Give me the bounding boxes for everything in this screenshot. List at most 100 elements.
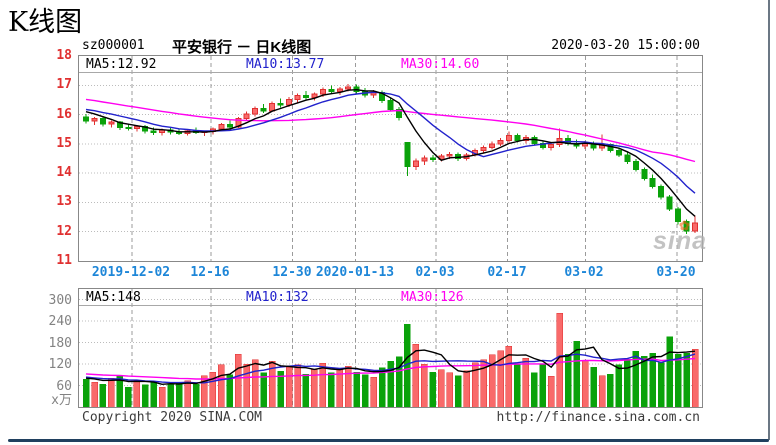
volume-ma30-label: MA30:126: [401, 290, 464, 305]
volume-bar: [590, 366, 597, 407]
volume-bar: [108, 378, 115, 407]
volume-bar: [344, 365, 352, 407]
candle-down: [260, 108, 267, 112]
price-tick-label: 15: [56, 135, 72, 151]
volume-bar: [387, 360, 394, 407]
volume-bar: [683, 353, 690, 407]
volume-bar: [378, 367, 386, 407]
main-ma10-label: MA10:13.77: [246, 57, 325, 72]
volume-bar: [192, 383, 200, 407]
volume-bar: [294, 364, 301, 407]
volume-bar: [184, 380, 191, 407]
candle-down: [429, 157, 436, 161]
volume-bar: [607, 373, 614, 407]
volume-bar: [564, 353, 572, 407]
date-tick-label: 2020-01-13: [315, 265, 395, 280]
candle-up: [243, 113, 250, 120]
volume-tick-label: 180: [48, 335, 72, 351]
page-title: K线图: [8, 7, 83, 38]
volume-bar: [497, 350, 504, 407]
date-tick-label: 02-03: [415, 265, 455, 280]
date-axis: 2019-12-02 12-16 12-30 2020-01-13 02-03 02-17…: [78, 265, 703, 283]
candle-up: [480, 146, 487, 151]
volume-bar: [505, 345, 513, 407]
date-tick-label: 2019-12-02: [91, 265, 171, 280]
volume-tick-label: 60: [56, 378, 72, 394]
stock-name-and-chart-type: 平安银行 － 日K线图: [172, 36, 311, 57]
volume-bar: [573, 340, 580, 407]
volume-bar: [302, 373, 310, 407]
price-axis: 18 17 16 15 14 13 12 11: [0, 48, 74, 268]
volume-bar: [353, 371, 360, 407]
volume-bar: [480, 359, 487, 407]
candle-down: [125, 127, 132, 130]
sina-flower-icon: ✿: [679, 218, 691, 233]
price-tick-label: 18: [56, 48, 72, 63]
site-url-text: http://finance.sina.com.cn: [496, 410, 701, 425]
volume-bar: [319, 363, 327, 407]
volume-tick-label: 240: [48, 314, 72, 330]
candle-down: [99, 118, 106, 125]
window-right-border: [768, 0, 770, 440]
price-tick-label: 14: [56, 165, 72, 181]
volume-tick-label: 120: [48, 357, 72, 373]
sina-logo-watermark: sina ✿: [653, 218, 707, 256]
volume-bar: [328, 372, 335, 407]
volume-bar: [488, 354, 496, 407]
candle-down: [675, 208, 682, 222]
candle-up: [497, 139, 504, 145]
volume-bar: [361, 374, 369, 407]
volume-bar: [201, 375, 208, 407]
ma5-line: [85, 88, 696, 217]
volume-bar: [125, 386, 132, 407]
volume-bar: [99, 383, 107, 407]
volume-bar: [514, 364, 521, 407]
date-tick-label: 12-30: [272, 265, 312, 280]
volume-bar: [421, 363, 428, 407]
ma-row-separator: [79, 305, 702, 306]
volume-tick-label: 300: [48, 292, 72, 308]
volume-bar: [438, 369, 445, 407]
copyright-text: Copyright 2020 SINA.COM: [82, 410, 263, 425]
volume-bar: [581, 360, 589, 407]
volume-axis: x万 300 240 180 120 60: [0, 288, 74, 410]
main-ma5-label: MA5:12.92: [86, 57, 157, 72]
candle-down: [632, 160, 639, 171]
candle-down: [641, 169, 648, 179]
candle-up: [548, 143, 555, 148]
volume-bar: [82, 378, 90, 407]
volume-bar: [150, 381, 157, 407]
candle-up: [446, 153, 453, 157]
volume-bar: [539, 363, 547, 407]
quote-timestamp: 2020-03-20 15:00:00: [551, 38, 700, 53]
candle-up: [412, 160, 419, 168]
volume-ma5-label: MA5:148: [86, 290, 141, 305]
volume-bar: [691, 348, 699, 407]
candle-down: [649, 177, 656, 187]
candle-up: [421, 157, 428, 162]
volume-bar: [218, 364, 225, 407]
volume-bar: [522, 358, 530, 407]
candle-down: [615, 149, 622, 156]
volume-bar: [141, 384, 149, 407]
volume-bar: [641, 355, 648, 407]
date-tick-label: 12-16: [190, 265, 230, 280]
volume-panel: MA5:148 MA10:132 MA30:126: [78, 288, 703, 408]
volume-bar: [649, 353, 656, 407]
volume-unit-label: x万: [51, 393, 72, 408]
volume-bar: [598, 375, 606, 407]
volume-chart: [79, 289, 702, 407]
volume-bar: [429, 371, 437, 407]
date-tick-label: 03-02: [564, 265, 604, 280]
dash-separator: －: [236, 39, 252, 56]
volume-bar: [260, 372, 267, 407]
ma-row-separator: [79, 72, 702, 73]
volume-bar: [251, 359, 259, 407]
price-tick-label: 16: [56, 106, 72, 122]
candle-up: [218, 124, 225, 130]
candle-up: [108, 121, 115, 125]
volume-bar: [547, 375, 555, 407]
volume-bar: [615, 364, 623, 407]
volume-ma10-line: [85, 353, 696, 384]
volume-bar: [243, 363, 250, 407]
